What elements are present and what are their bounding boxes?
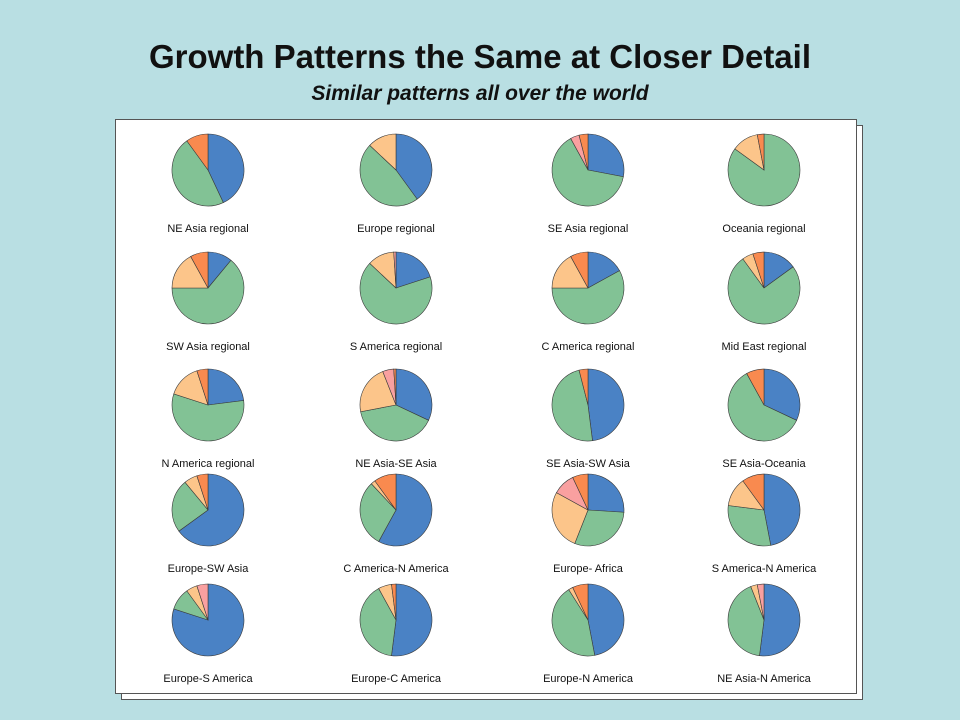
- slide-subtitle: Similar patterns all over the world: [311, 82, 649, 105]
- pie-chart: Europe regional: [357, 133, 435, 235]
- pie-label: Europe-SW Asia: [168, 563, 250, 575]
- pie-slice: [374, 473, 397, 511]
- pie-slice: [190, 251, 209, 289]
- pie-chart: Europe- Africa: [551, 473, 625, 575]
- slide-title: Growth Patterns the Same at Closer Detai…: [148, 38, 811, 75]
- pie-slice: [587, 133, 625, 178]
- pie-slice: [742, 473, 765, 511]
- pie-chart: SE Asia-SW Asia: [546, 368, 631, 470]
- pie-chart: SE Asia regional: [548, 133, 629, 235]
- pie-chart: C America-N America: [343, 473, 449, 575]
- pie-slice: [570, 251, 589, 289]
- chart-panel: NE Asia regional Europe regional SE Asia r…: [115, 119, 857, 694]
- pie-label: SE Asia-Oceania: [722, 458, 806, 470]
- pie-chart: NE Asia-N America: [717, 583, 812, 685]
- pie-slice: [763, 368, 801, 421]
- pie-slice: [207, 368, 245, 406]
- pie-label: C America regional: [542, 341, 635, 353]
- pie-slice: [551, 138, 624, 207]
- pie-label: Mid East regional: [722, 341, 807, 353]
- pie-label: NE Asia-N America: [717, 673, 811, 685]
- pie-slice: [763, 473, 801, 546]
- pie-chart: NE Asia regional: [167, 133, 249, 235]
- pie-chart: S America regional: [350, 251, 442, 353]
- pie-slice: [196, 583, 209, 621]
- pie-chart: C America regional: [542, 251, 635, 353]
- pie-chart: Europe-N America: [543, 583, 634, 685]
- pie-label: SE Asia regional: [548, 223, 629, 235]
- pie-slice: [359, 371, 397, 413]
- pie-slice: [578, 133, 589, 171]
- pie-slice: [551, 589, 596, 657]
- pie-slice: [207, 133, 245, 203]
- pie-slice: [378, 473, 433, 547]
- pie-label: Europe regional: [357, 223, 435, 235]
- pie-slice: [369, 133, 397, 171]
- pie-label: Europe-N America: [543, 673, 634, 685]
- pie-slice: [759, 583, 801, 657]
- pie-slice: [395, 133, 433, 200]
- pie-slice: [587, 473, 625, 513]
- pie-label: C America-N America: [343, 563, 449, 575]
- pie-slice: [746, 368, 765, 406]
- pie-slice: [393, 368, 397, 406]
- pie-slice: [551, 369, 593, 442]
- pie-label: S America-N America: [712, 563, 817, 575]
- pie-slice: [171, 481, 209, 532]
- pie-slice: [727, 505, 772, 547]
- pie-slice: [587, 583, 625, 656]
- pie-slice: [359, 483, 397, 542]
- pie-slice: [756, 133, 765, 171]
- pie-slice: [395, 368, 433, 421]
- pie-chart: S America-N America: [712, 473, 817, 575]
- pie-label: Europe-S America: [163, 673, 253, 685]
- pie-chart: N America regional: [162, 368, 255, 470]
- pie-slice: [395, 251, 431, 289]
- pie-slice: [359, 588, 397, 657]
- pie-label: SW Asia regional: [166, 341, 250, 353]
- pie-slice: [393, 251, 397, 289]
- pie-label: NE Asia-SE Asia: [355, 458, 437, 470]
- pie-slice: [551, 270, 625, 325]
- pie-slice: [587, 368, 625, 442]
- pie-slice: [578, 368, 589, 406]
- pie-slice: [727, 373, 797, 442]
- pie-chart: Mid East regional: [722, 251, 807, 353]
- pie-label: S America regional: [350, 341, 442, 353]
- pie-slice: [359, 144, 418, 207]
- pie-slice: [572, 583, 589, 621]
- pie-label: NE Asia regional: [167, 223, 248, 235]
- pie-slice: [574, 509, 625, 547]
- pie-slice: [196, 368, 209, 406]
- pie-slice: [572, 473, 589, 511]
- pie-slice: [752, 251, 765, 289]
- pie-slice: [359, 262, 433, 325]
- pie-chart: SW Asia regional: [166, 251, 250, 353]
- pie-slice: [171, 259, 245, 325]
- pie-chart: Europe-S America: [163, 583, 254, 685]
- pie-slice: [727, 258, 801, 325]
- pie-slice: [171, 140, 224, 207]
- pie-slice: [391, 583, 433, 657]
- pie-chart: Europe-C America: [351, 583, 442, 685]
- pie-slice: [171, 393, 245, 442]
- pie-label: SE Asia-SW Asia: [546, 458, 631, 470]
- pie-chart: Oceania regional: [722, 133, 806, 235]
- pie-slice: [178, 473, 245, 547]
- pie-slice: [186, 133, 209, 171]
- pie-grid: NE Asia regional Europe regional SE Asia r…: [162, 133, 817, 685]
- pie-chart: Europe-SW Asia: [168, 473, 250, 575]
- pie-slice: [196, 473, 209, 511]
- pie-label: Europe-C America: [351, 673, 442, 685]
- pie-slice: [756, 583, 765, 621]
- pie-label: Europe- Africa: [553, 563, 624, 575]
- pie-slice: [727, 586, 765, 657]
- pie-slice: [360, 404, 429, 442]
- pie-chart: SE Asia-Oceania: [722, 368, 806, 470]
- pie-label: Oceania regional: [722, 223, 805, 235]
- pie-chart: NE Asia-SE Asia: [355, 368, 438, 470]
- pie-label: N America regional: [162, 458, 255, 470]
- pie-slice: [391, 583, 397, 621]
